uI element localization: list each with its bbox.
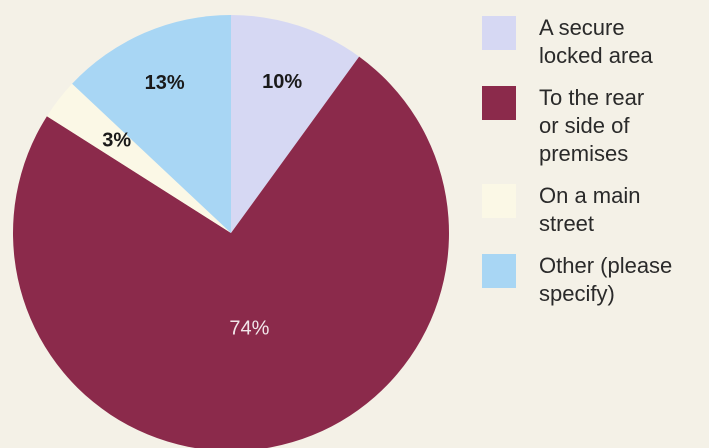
legend-label-secure-locked-area: A secure locked area: [539, 15, 653, 68]
data-label-to-the-rear-or-side-of-premises: 74%: [229, 318, 269, 340]
legend-item-other: Other (please specify): [482, 252, 702, 308]
pie-slice-a-secure-locked-area: [231, 15, 360, 233]
pie-slice-on-a-main-street: [46, 83, 232, 233]
pie-data-labels: 10% 74% 3% 13%: [102, 71, 302, 339]
legend-swatch-rear-or-side: [482, 86, 516, 120]
legend-swatch-secure-locked-area: [482, 16, 516, 50]
legend-item-secure-locked-area: A secure locked area: [482, 14, 702, 70]
pie-slice-other-please-specify: [72, 15, 231, 233]
legend: A secure locked area To the rear or side…: [482, 14, 702, 322]
legend-item-rear-or-side: To the rear or side of premises: [482, 84, 702, 168]
legend-label-rear-or-side: To the rear or side of premises: [539, 85, 645, 166]
legend-item-main-street: On a main street: [482, 182, 702, 238]
legend-label-main-street: On a main street: [539, 183, 641, 236]
legend-swatch-main-street: [482, 184, 516, 218]
pie-slices: [13, 15, 449, 448]
data-label-a-secure-locked-area: 10%: [262, 71, 302, 93]
data-label-other-please-specify: 13%: [145, 72, 185, 94]
legend-swatch-other: [482, 254, 516, 288]
legend-label-other: Other (please specify): [539, 253, 673, 306]
pie-slice-to-the-rear-or-side-of-premises: [13, 56, 449, 448]
data-label-on-a-main-street: 3%: [102, 129, 131, 151]
